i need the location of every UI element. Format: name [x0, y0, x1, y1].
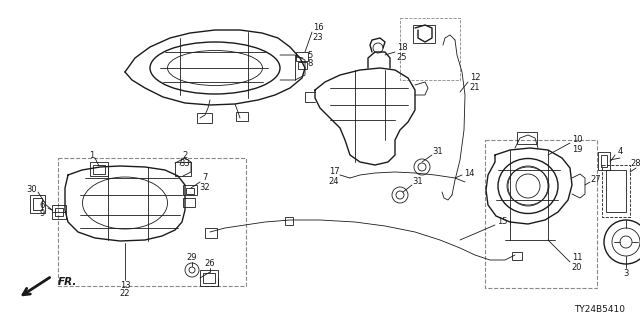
Text: 21: 21	[470, 83, 480, 92]
Bar	[298, 62, 307, 69]
Text: 2: 2	[182, 150, 188, 159]
Bar	[55, 208, 63, 216]
Bar	[175, 162, 191, 176]
Text: 25: 25	[397, 52, 407, 61]
Bar	[485, 140, 597, 288]
Bar	[606, 170, 626, 212]
Text: 31: 31	[433, 148, 444, 156]
Text: 30: 30	[27, 185, 37, 194]
Bar	[601, 155, 607, 167]
Text: FR.: FR.	[58, 277, 77, 287]
Text: 28: 28	[630, 158, 640, 167]
Bar	[285, 217, 293, 225]
Text: TY24B5410: TY24B5410	[574, 306, 625, 315]
Text: 19: 19	[572, 145, 582, 154]
Bar	[400, 18, 460, 80]
Text: 16: 16	[313, 23, 323, 33]
Bar	[512, 252, 522, 260]
Text: 15: 15	[497, 218, 508, 227]
Text: 9: 9	[40, 209, 45, 218]
Bar	[52, 205, 66, 219]
Bar	[598, 152, 610, 170]
Text: 32: 32	[200, 182, 211, 191]
Text: 33: 33	[180, 158, 190, 167]
Text: 1: 1	[90, 150, 95, 159]
Bar	[602, 165, 630, 217]
Bar	[203, 273, 215, 283]
Text: 10: 10	[572, 135, 582, 145]
Text: 22: 22	[120, 289, 131, 298]
Text: 6: 6	[39, 201, 45, 210]
Text: 4: 4	[618, 148, 623, 156]
Bar	[200, 270, 218, 286]
Bar	[93, 165, 105, 174]
Bar	[183, 185, 197, 195]
Text: 23: 23	[313, 33, 323, 42]
Text: 5: 5	[307, 51, 312, 60]
Text: 14: 14	[464, 169, 474, 178]
Bar	[90, 162, 108, 176]
Bar	[205, 228, 217, 238]
Bar	[197, 113, 212, 123]
Text: 13: 13	[120, 281, 131, 290]
Bar	[236, 112, 248, 121]
Text: 18: 18	[397, 44, 407, 52]
Text: 7: 7	[202, 173, 208, 182]
Bar	[517, 132, 537, 144]
Text: 29: 29	[187, 252, 197, 261]
Text: 31: 31	[413, 178, 423, 187]
Bar	[30, 195, 45, 213]
Text: 27: 27	[591, 175, 602, 185]
Text: 17: 17	[329, 167, 339, 177]
Bar	[186, 188, 194, 194]
Bar	[413, 25, 435, 43]
Text: 12: 12	[470, 74, 480, 83]
Bar	[58, 158, 246, 286]
Text: 26: 26	[205, 259, 215, 268]
Text: 24: 24	[329, 177, 339, 186]
Text: 11: 11	[572, 253, 582, 262]
Bar	[33, 198, 42, 210]
Bar	[183, 198, 195, 207]
Text: 3: 3	[623, 269, 628, 278]
Text: 20: 20	[572, 262, 582, 271]
Bar	[296, 52, 308, 61]
Text: 8: 8	[307, 59, 313, 68]
